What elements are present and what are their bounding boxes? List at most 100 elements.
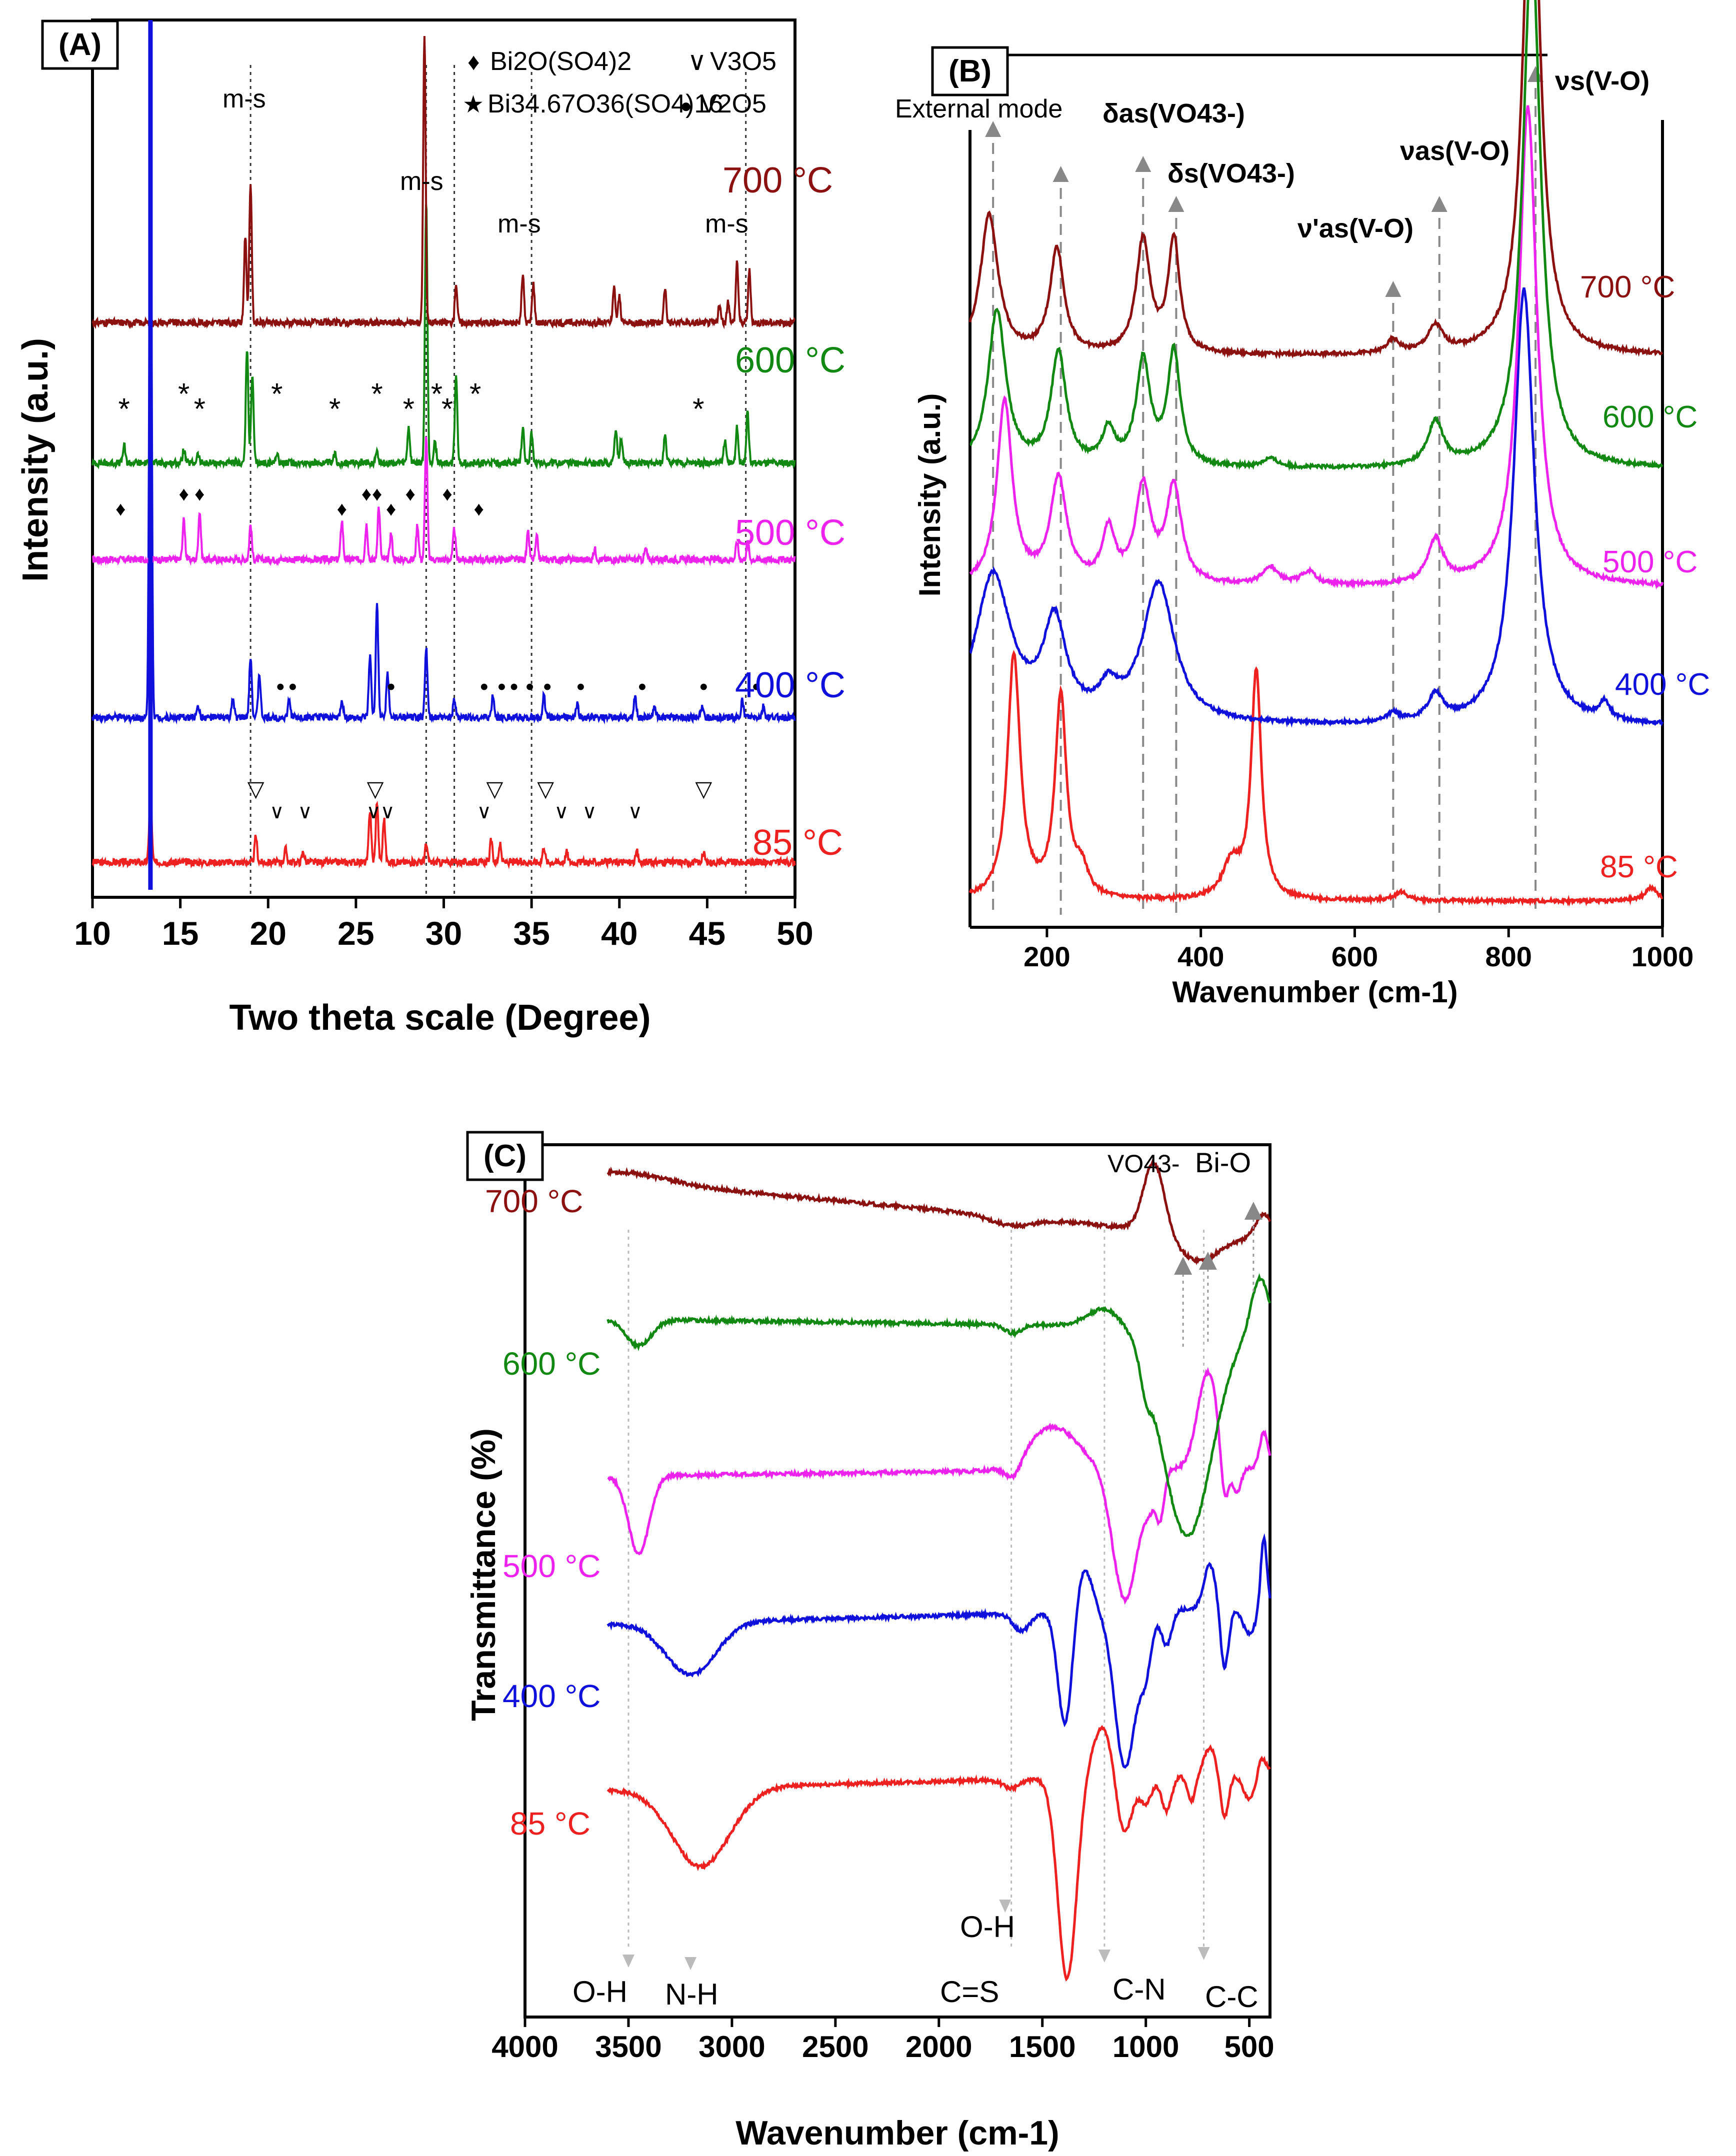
a-v-marker: ∨ — [477, 801, 492, 823]
a-tick-label-15: 15 — [162, 915, 198, 952]
c-up-arrow-1 — [1198, 1252, 1217, 1270]
a-label-500: 500 °C — [735, 513, 846, 553]
b-arrow-head-4 — [1385, 281, 1402, 297]
b-tick-label-600: 600 — [1332, 941, 1378, 972]
panel-c-x-ticks: 4000 3500 3000 2500 2000 1500 1000 500 — [492, 2017, 1274, 2064]
c-label-400: 400 °C — [502, 1678, 600, 1714]
a-diamond-marker: ♦ — [116, 498, 126, 520]
a-star-marker: * — [442, 392, 453, 426]
a-star-marker: * — [403, 392, 414, 426]
panel-a-xlabel: Two theta scale (Degree) — [230, 998, 651, 1038]
c-curve-700 — [606, 1158, 1272, 1266]
b-label-600: 600 °C — [1602, 400, 1698, 434]
c-tick-label-3000: 3000 — [698, 2030, 765, 2064]
a-curve-600 — [92, 204, 796, 470]
legend-bi2o-text: Bi2O(SO4)2 — [490, 47, 632, 76]
legend-v3o5-symbol: ∨ — [688, 47, 706, 76]
a-diamond-marker: ♦ — [337, 498, 347, 520]
a-label-600: 600 °C — [735, 340, 846, 380]
b-arrow-head-2 — [1135, 156, 1152, 172]
panel-b-guide-lines — [985, 66, 1544, 915]
c-label-700: 700 °C — [485, 1183, 583, 1219]
panel-b-ylabel: Intensity (a.u.) — [913, 393, 946, 597]
b-nu-s: νs(V-O) — [1555, 66, 1650, 96]
b-nu-as: νas(V-O) — [1400, 136, 1510, 166]
a-dot-marker: ● — [543, 678, 552, 695]
a-star-marker: * — [470, 377, 481, 411]
a-curve-700 — [92, 36, 796, 330]
a-tick-label-20: 20 — [250, 915, 286, 952]
c-tick-label-2000: 2000 — [906, 2030, 972, 2064]
panel-a-phase-markers: * * * * * * * ** * *♦♦ ♦♦♦ ♦♦♦ ♦♦● ● ● ● ● ● ● ● ● ● ● ●▽ ▽ ▽ ▽ ▽∨ ∨… — [116, 377, 761, 823]
b-curve-400 — [970, 287, 1664, 728]
a-triangle-marker: ▽ — [367, 777, 384, 801]
c-cn: C-N — [1112, 1973, 1166, 2006]
a-dot-marker: ● — [752, 678, 761, 695]
panel-a: (A) * * * * * * * ** * *♦♦ ♦♦♦ ♦♦♦ ♦♦● ● ● ● ● ● ● ● ● ● ● ●▽ ▽ ▽… — [16, 18, 846, 1038]
panel-a-x-ticks: 10 15 20 25 30 35 40 45 50 — [74, 897, 814, 952]
a-dot-marker: ● — [510, 678, 518, 695]
a-triangle-marker: ▽ — [537, 777, 554, 801]
panel-b-curves — [968, 0, 1664, 907]
a-star-marker: * — [118, 392, 130, 426]
c-nh: N-H — [665, 1978, 718, 2011]
a-star-marker: * — [431, 377, 442, 411]
a-dot-marker: ● — [288, 678, 297, 695]
a-triangle-marker: ▽ — [695, 777, 712, 801]
a-v-marker: ∨ — [380, 801, 394, 823]
c-oh1: O-H — [572, 1975, 628, 2009]
b-delta-as: δas(VO43-) — [1102, 98, 1245, 128]
b-curve-700 — [968, 0, 1664, 359]
panel-b-xlabel: Wavenumber (cm-1) — [1172, 975, 1458, 1009]
panel-c-guide-lines — [628, 1230, 1205, 1950]
a-tick-label-10: 10 — [74, 915, 110, 952]
c-tick-label-3500: 3500 — [595, 2030, 662, 2064]
a-tick-label-45: 45 — [689, 915, 726, 952]
c-curve-400 — [606, 1533, 1272, 1769]
a-diamond-marker: ♦ — [386, 498, 396, 520]
a-ms-35: m-s — [498, 209, 541, 238]
panel-c-curves — [606, 1158, 1272, 1982]
c-curve-500 — [607, 1367, 1272, 1605]
a-diamond-marker: ♦ — [372, 483, 382, 505]
c-tick-label-500: 500 — [1224, 2030, 1274, 2064]
a-star-marker: * — [692, 392, 704, 426]
panel-c-letter: (C) — [484, 1139, 526, 1173]
panel-a-frame — [91, 18, 796, 899]
a-star-marker: * — [194, 392, 206, 426]
c-tick-label-1500: 1500 — [1009, 2030, 1076, 2064]
b-label-500: 500 °C — [1602, 545, 1698, 579]
a-dot-marker: ● — [576, 678, 585, 695]
a-v-marker: ∨ — [582, 801, 596, 823]
panel-c-frame — [524, 1143, 1272, 2019]
a-v-marker: ∨ — [628, 801, 642, 823]
panel-c-xlabel: Wavenumber (cm-1) — [736, 2114, 1059, 2152]
c-label-85: 85 °C — [510, 1806, 590, 1842]
a-tick-label-25: 25 — [338, 915, 374, 952]
a-curve-500 — [92, 436, 796, 567]
panel-a-guide-lines — [250, 65, 747, 897]
legend-bi2o-symbol: ♦ — [468, 49, 480, 75]
a-dot-marker: ● — [699, 678, 708, 695]
panel-c-badge — [466, 1131, 544, 1181]
c-down-arrow-2 — [999, 1900, 1012, 1913]
a-ms-29: m-s — [400, 167, 444, 196]
panel-a-legend: ♦ Bi2O(SO4)2 ∨ V3O5 ★ Bi34.67O36(SO4)16 … — [462, 47, 776, 118]
a-diamond-marker: ♦ — [442, 483, 452, 505]
b-label-85: 85 °C — [1600, 850, 1678, 884]
c-tick-label-2500: 2500 — [802, 2030, 868, 2064]
c-oh2: O-H — [960, 1910, 1015, 1944]
panel-c-ylabel: Transmittance (%) — [464, 1428, 502, 1721]
panel-b-x-ticks: 200 400 600 800 1000 — [1024, 927, 1694, 972]
a-ms-47: m-s — [705, 209, 748, 238]
a-star-marker: * — [178, 377, 190, 411]
a-dot-marker: ● — [386, 678, 396, 695]
panel-c: (C) 4000 3500 3000 2500 2000 1500 1000 500 700 … — [464, 1131, 1274, 2152]
panel-b: (B) 200 400 600 800 1000 700 °C 600 °C 500 °… — [895, 0, 1710, 1009]
c-down-arrow-0 — [622, 1955, 634, 1968]
a-dot-marker: ● — [276, 678, 285, 695]
panel-b-badge — [931, 46, 1009, 96]
a-diamond-marker: ♦ — [194, 483, 204, 505]
a-triangle-marker: ▽ — [486, 777, 503, 801]
b-label-400: 400 °C — [1615, 667, 1710, 702]
